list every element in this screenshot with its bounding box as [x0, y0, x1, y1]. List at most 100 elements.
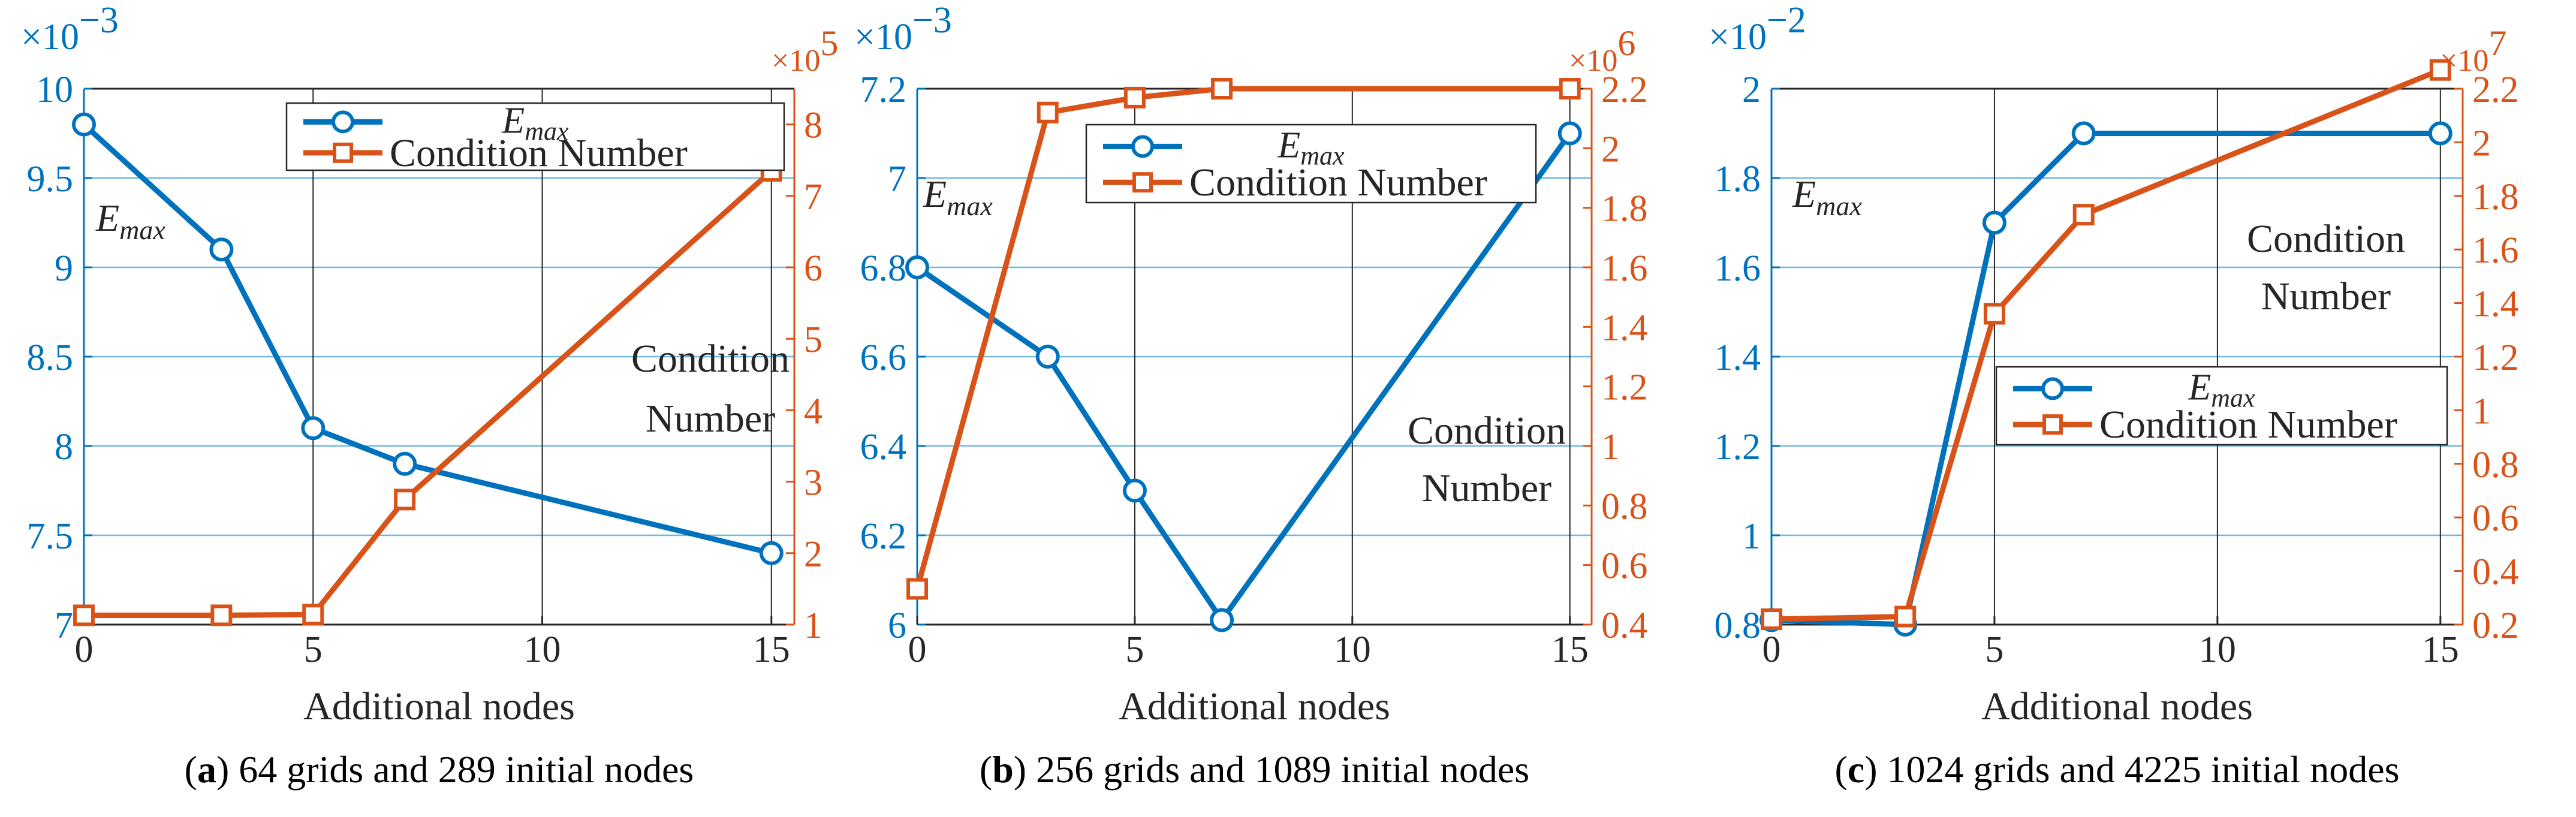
legend-emax-label: Emax — [2188, 367, 2255, 412]
condition-annotation-line1: Condition — [631, 337, 790, 381]
legend-condition-label: Condition Number — [1189, 161, 1487, 204]
legend-condition-label: Condition Number — [2099, 403, 2397, 447]
emax-point — [1557, 121, 1582, 146]
condition-number-point — [1559, 78, 1581, 100]
right-tick-label: 1.8 — [2472, 177, 2519, 218]
emax-point — [2428, 121, 2453, 146]
right-tick-label: 1.4 — [1601, 307, 1648, 348]
legend-emax-sub: max — [1300, 141, 1345, 170]
emax-point — [72, 112, 96, 137]
legend-emax-main: E — [2188, 367, 2211, 408]
right-tick-label: 8 — [804, 105, 822, 146]
right-exponent-label: ×106 — [1569, 23, 1635, 78]
condition-number-point — [302, 604, 324, 626]
caption-text: 256 grids and 1089 initial nodes — [1026, 748, 1529, 791]
x-tick-label: 10 — [2199, 629, 2236, 670]
right-exponent-power: 7 — [2488, 23, 2506, 63]
x-axis-label: Additional nodes — [303, 685, 575, 728]
left-exponent-label: ×10−2 — [1709, 0, 1806, 58]
condition-annotation-line1: Condition — [2247, 217, 2405, 261]
right-tick-label: 2 — [2472, 123, 2491, 164]
emax-annotation: Emax — [1792, 173, 1862, 221]
left-exponent-power: −3 — [912, 0, 952, 41]
x-tick-label: 15 — [2422, 629, 2459, 670]
legend-box — [1085, 123, 1537, 204]
caption-open-paren: ( — [1834, 748, 1847, 791]
panel-caption: (a) 64 grids and 289 initial nodes — [185, 748, 694, 791]
series-line-condition-number — [84, 168, 773, 619]
right-tick-label: 0.6 — [2472, 498, 2519, 539]
left-tick-label: 6.6 — [860, 337, 907, 378]
left-tick-label: 6 — [888, 605, 906, 646]
panel-caption: (b) 256 grids and 1089 initial nodes — [980, 748, 1529, 791]
chart-panel-c: 0.8 1 1.2 1.4 1.6 1.8 2 0.2 0.4 0.6 0.8 1 1.2 1.4 1.6 1… — [1709, 0, 2519, 791]
condition-number-point — [906, 578, 928, 600]
x-tick-label: 15 — [753, 629, 790, 670]
left-tick-label: 8 — [55, 427, 73, 468]
left-tick-label: 1 — [1742, 516, 1761, 557]
left-tick-label: 7 — [55, 605, 73, 646]
left-tick-label: 1.4 — [1715, 337, 1761, 378]
condition-number-point — [1211, 78, 1233, 100]
right-tick-label: 0.4 — [1601, 605, 1648, 646]
right-tick-label: 1.8 — [1601, 189, 1648, 230]
x-tick-label: 5 — [304, 629, 323, 670]
left-tick-label: 0.8 — [1715, 605, 1761, 646]
legend-emax-label: Emax — [1277, 125, 1345, 170]
condition-number-point — [394, 489, 416, 511]
emax-annotation-main: E — [923, 173, 947, 215]
right-tick-label: 2.2 — [2472, 70, 2519, 110]
emax-annotation-main: E — [95, 197, 119, 239]
x-axis-label: Additional nodes — [1119, 685, 1390, 728]
right-exponent-base: ×10 — [772, 44, 820, 78]
right-tick-label: 2.2 — [1601, 70, 1648, 110]
left-tick-label: 2 — [1742, 70, 1761, 110]
caption-text: 1024 grids and 4225 initial nodes — [1878, 748, 2400, 791]
caption-close-paren: ) — [1864, 748, 1877, 791]
chart-panel-a: 7 7.5 8 8.5 9 9.5 10 1 2 3 4 5 6 7 8 0 5 10 15 Additional n… — [21, 0, 838, 791]
right-tick-label: 2 — [1601, 129, 1620, 170]
condition-number-point — [1037, 101, 1059, 123]
x-tick-label: 10 — [1334, 629, 1371, 670]
condition-annotation-line2: Number — [646, 397, 775, 441]
legend-condition-label: Condition Number — [390, 131, 688, 175]
condition-number-point — [1983, 303, 2005, 325]
legend-condition-marker — [1132, 172, 1153, 193]
caption-close-paren: ) — [216, 748, 229, 791]
right-tick-label: 1.6 — [2472, 230, 2519, 271]
condition-number-point — [2429, 59, 2451, 81]
left-tick-label: 1.6 — [1715, 248, 1761, 289]
x-tick-label: 5 — [1985, 629, 2003, 670]
left-exponent-power: −2 — [1767, 0, 1806, 41]
emax-point — [209, 237, 234, 262]
legend-emax-sub: max — [2211, 383, 2255, 412]
right-tick-label: 1.6 — [1601, 248, 1648, 289]
legend-box — [1995, 366, 2448, 446]
right-exponent-power: 5 — [820, 23, 838, 63]
x-tick-label: 0 — [75, 629, 94, 670]
legend-emax-marker — [2041, 377, 2064, 400]
right-tick-label: 1 — [1601, 427, 1620, 468]
left-tick-label: 9 — [55, 248, 73, 289]
condition-number-point — [73, 604, 95, 626]
caption-label: c — [1848, 748, 1864, 791]
right-tick-label: 1.2 — [1601, 367, 1648, 408]
left-exponent-power: −3 — [79, 0, 119, 41]
condition-annotation-line2: Number — [1422, 466, 1551, 510]
right-tick-label: 0.2 — [2472, 605, 2519, 646]
emax-point — [905, 255, 929, 279]
left-tick-label: 10 — [36, 70, 73, 110]
right-tick-label: 0.6 — [1601, 546, 1648, 587]
caption-open-paren: ( — [980, 748, 992, 791]
right-exponent-power: 6 — [1617, 23, 1635, 63]
emax-point — [393, 451, 417, 476]
legend-emax-main: E — [501, 100, 525, 141]
left-exponent-base: ×10 — [1709, 17, 1767, 58]
right-tick-label: 0.8 — [2472, 445, 2519, 486]
left-tick-label: 1.8 — [1715, 159, 1761, 200]
x-tick-label: 0 — [1762, 629, 1781, 670]
emax-annotation: Emax — [923, 173, 993, 221]
legend-emax-sub: max — [525, 116, 569, 146]
emax-annotation-sub: max — [119, 215, 165, 245]
